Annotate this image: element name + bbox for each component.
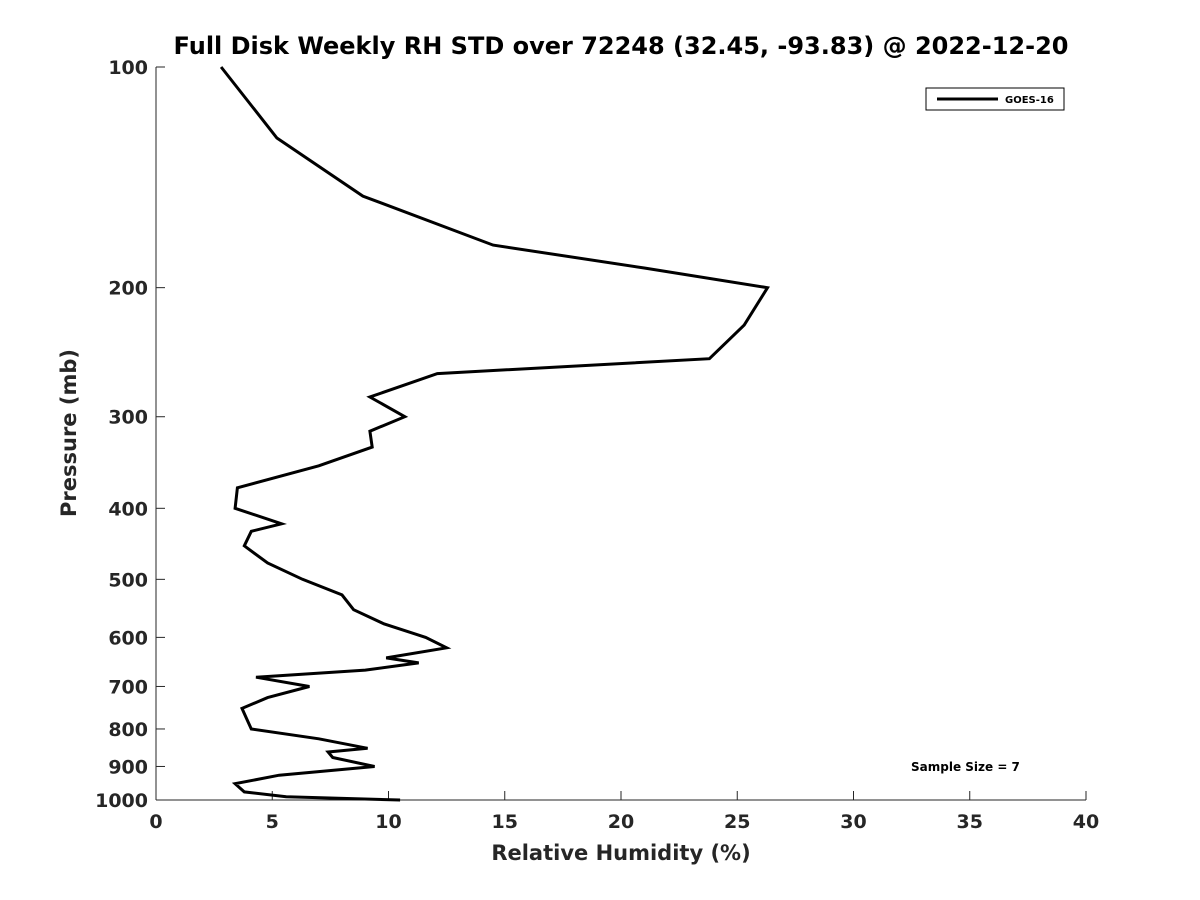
chart-title: Full Disk Weekly RH STD over 72248 (32.4… <box>174 32 1069 60</box>
x-axis-ticks: 0 5 10 15 20 25 30 35 40 <box>149 791 1099 833</box>
y-axis-label: Pressure (mb) <box>57 349 81 517</box>
series-line-goes-16 <box>219 66 770 802</box>
x-tick-label: 30 <box>840 811 866 833</box>
y-tick-label: 1000 <box>95 790 148 812</box>
series-group <box>219 66 770 802</box>
y-tick-label: 700 <box>108 676 148 698</box>
legend: GOES-16 <box>925 87 1065 111</box>
y-axis-ticks: 100 200 300 400 500 600 700 800 900 1000 <box>95 57 165 812</box>
sample-size-annotation: Sample Size = 7 <box>911 760 1020 774</box>
y-tick-label: 900 <box>108 756 148 778</box>
y-tick-label: 200 <box>108 278 148 300</box>
x-tick-label: 0 <box>149 811 162 833</box>
y-tick-label: 100 <box>108 57 148 79</box>
y-tick-label: 600 <box>108 627 148 649</box>
x-tick-label: 15 <box>492 811 518 833</box>
x-tick-label: 25 <box>724 811 750 833</box>
y-tick-label: 300 <box>108 407 148 429</box>
x-tick-label: 10 <box>375 811 401 833</box>
y-tick-label: 400 <box>108 498 148 520</box>
x-tick-label: 40 <box>1073 811 1099 833</box>
plot-area <box>156 67 1086 800</box>
x-tick-label: 5 <box>266 811 279 833</box>
x-tick-label: 20 <box>608 811 634 833</box>
legend-label-goes-16: GOES-16 <box>1005 95 1054 106</box>
y-tick-label: 800 <box>108 719 148 741</box>
y-tick-label: 500 <box>108 569 148 591</box>
x-axis-label: Relative Humidity (%) <box>491 841 750 865</box>
x-tick-label: 35 <box>957 811 983 833</box>
